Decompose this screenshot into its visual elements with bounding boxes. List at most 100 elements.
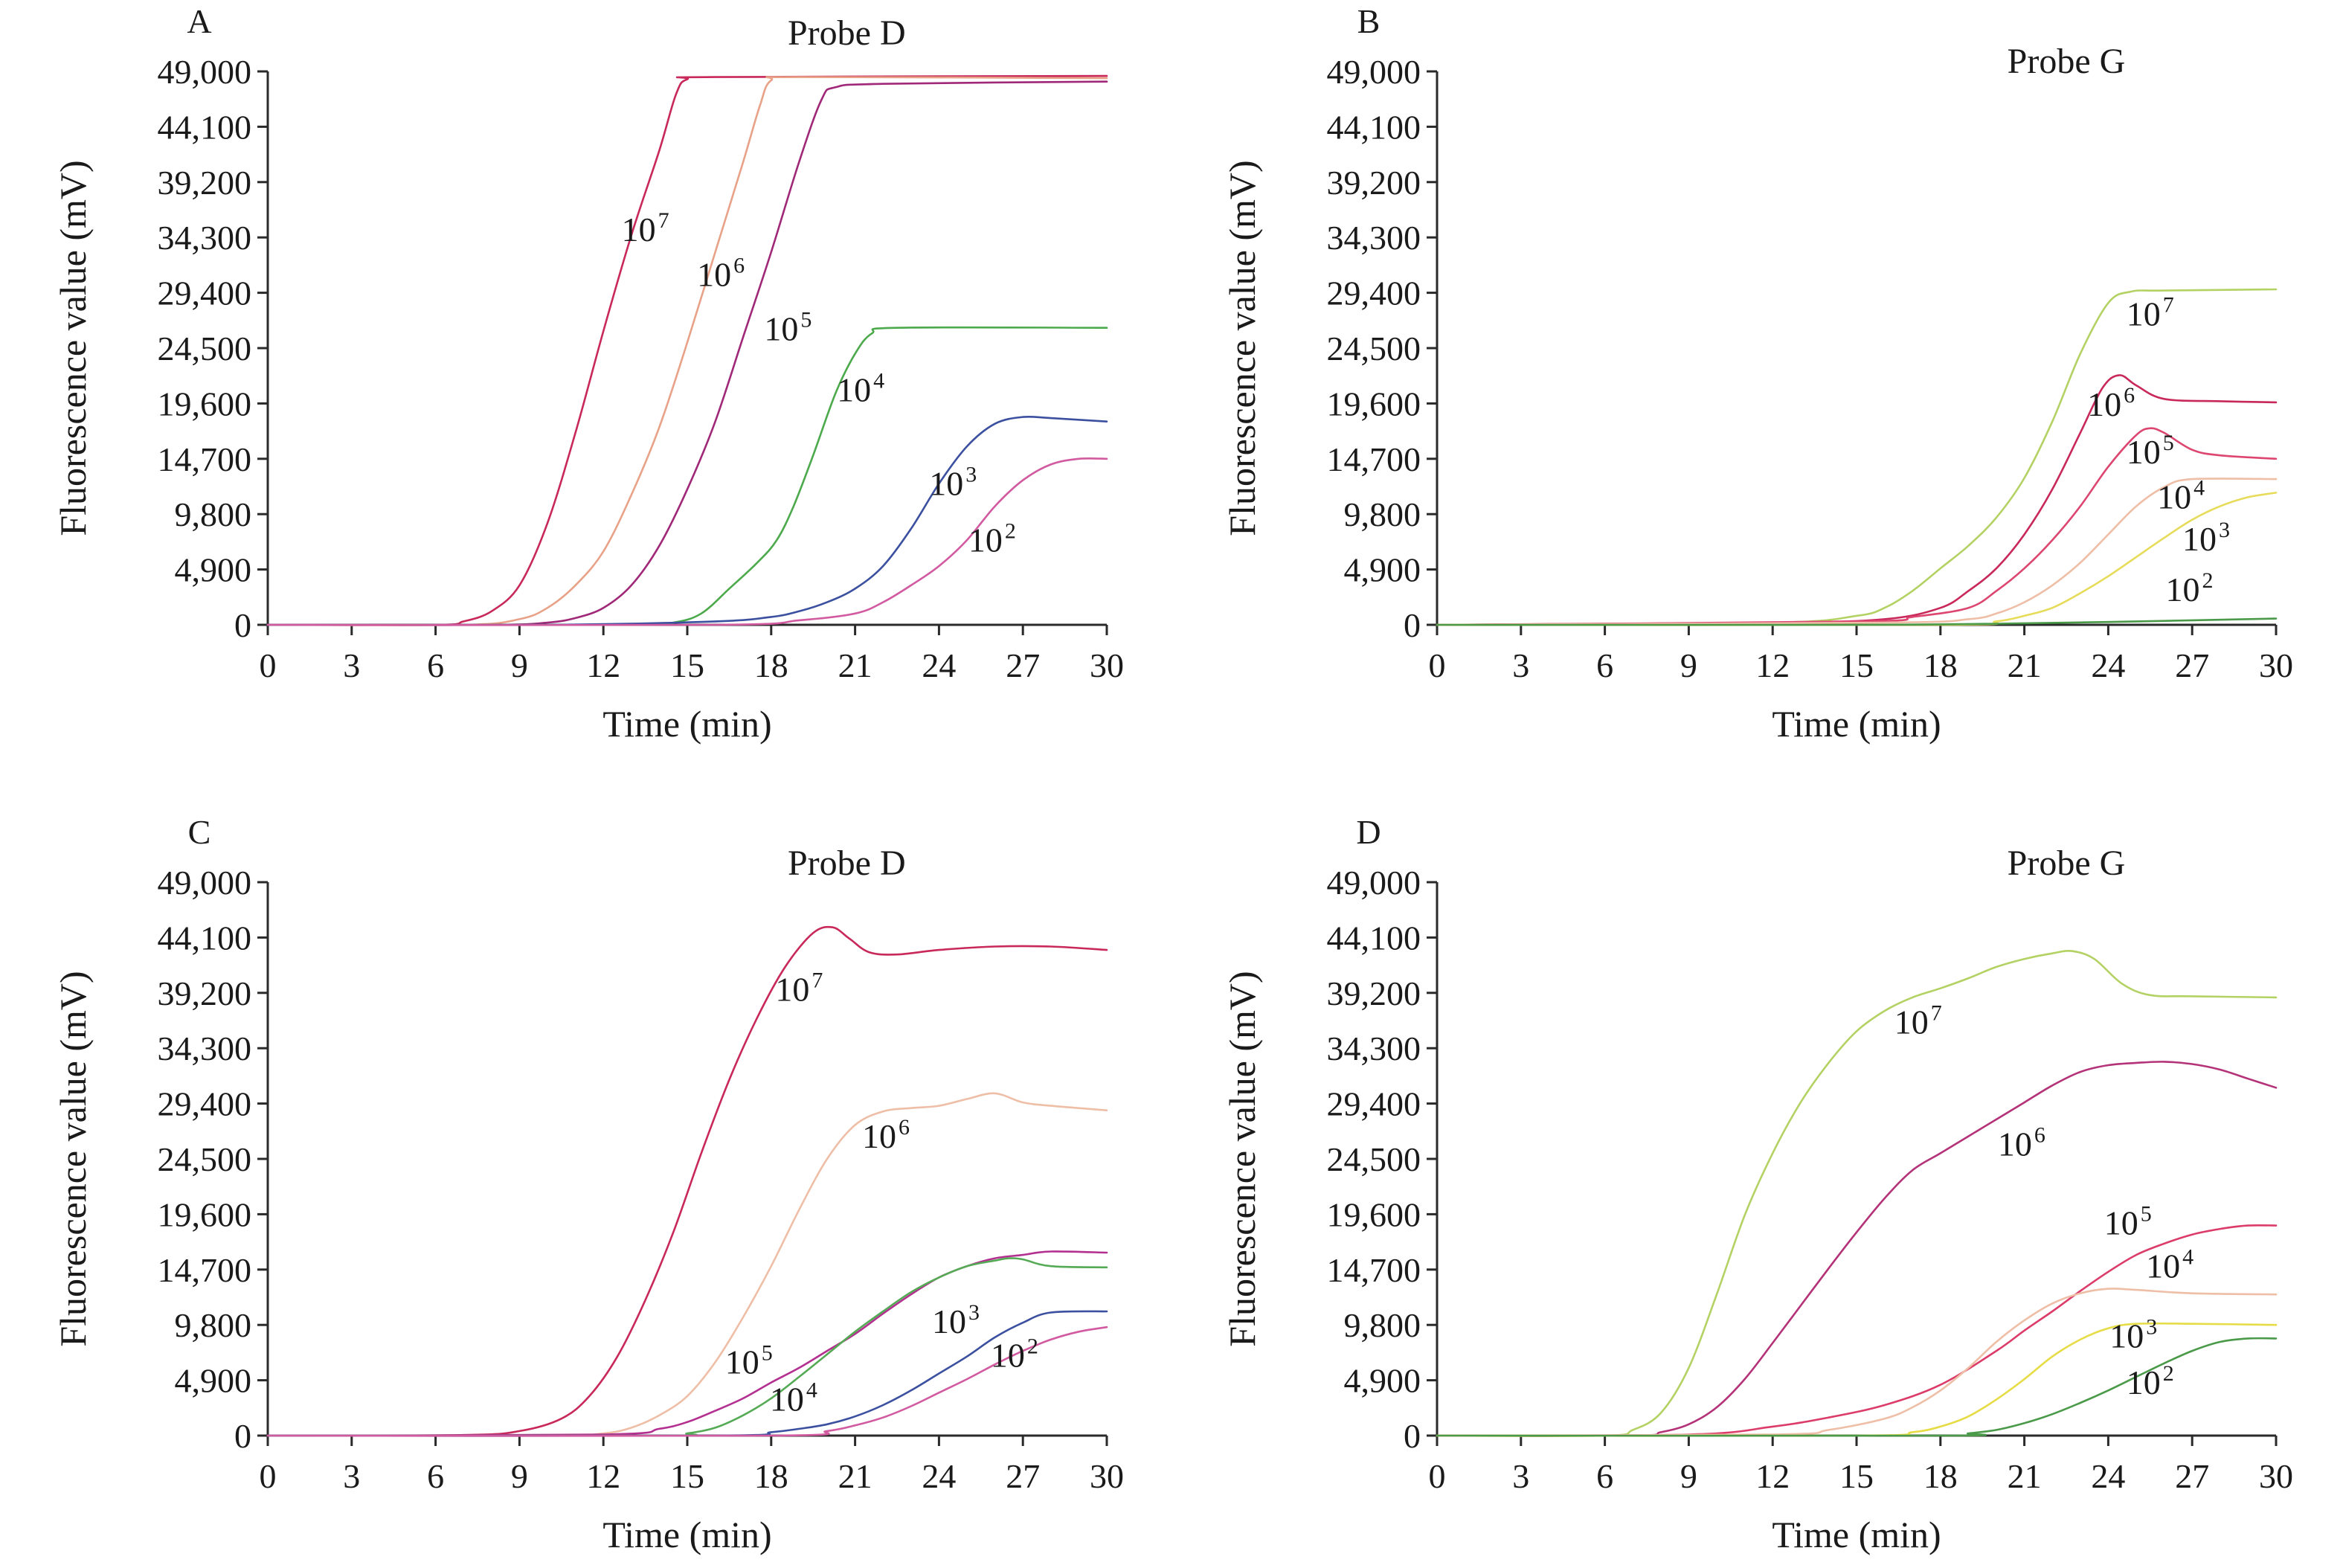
y-tick-label: 29,400 bbox=[1327, 1085, 1421, 1123]
y-tick-label: 19,600 bbox=[158, 1195, 252, 1233]
series-label: 10 2 bbox=[968, 518, 1016, 559]
y-tick-label: 19,600 bbox=[1327, 385, 1421, 422]
panel-title: Probe D bbox=[788, 844, 906, 883]
series-line-10e6 bbox=[266, 76, 1108, 626]
y-tick-label: 29,400 bbox=[1327, 274, 1421, 312]
series-label: 10 3 bbox=[932, 1300, 980, 1340]
y-tick-label: 0 bbox=[1404, 1417, 1421, 1455]
y-tick-label: 4,900 bbox=[1344, 1362, 1421, 1400]
series-label: 10 2 bbox=[2127, 1361, 2174, 1401]
y-tick-label: 4,900 bbox=[1344, 551, 1421, 589]
y-tick-label: 0 bbox=[234, 606, 251, 644]
x-tick-label: 6 bbox=[1596, 1457, 1613, 1495]
y-tick-label: 24,500 bbox=[1327, 1140, 1421, 1178]
y-tick-label: 14,700 bbox=[1327, 440, 1421, 478]
series-label: 10 3 bbox=[929, 462, 977, 502]
y-tick-label: 39,200 bbox=[1327, 974, 1421, 1012]
series-line-10e3 bbox=[1436, 492, 2278, 626]
panel-b: B Probe G 0 4,900 9,800 14,700 19,600 24,500 29,… bbox=[1221, 2, 2293, 745]
series-label: 10 5 bbox=[725, 1340, 773, 1381]
series-line-10e4 bbox=[1436, 1288, 2278, 1437]
x-tick-label: 3 bbox=[343, 646, 360, 684]
series-line-10e2 bbox=[1436, 1337, 2278, 1437]
panel-d: D Probe G 0 4,900 9,800 14,700 19,600 24,500 29,… bbox=[1221, 813, 2293, 1555]
y-tick-label: 4,900 bbox=[175, 1362, 252, 1400]
y-axis-title: Fluorescence value (mV) bbox=[52, 160, 94, 536]
y-axis-title: Fluorescence value (mV) bbox=[1221, 160, 1263, 536]
y-tick-label: 24,500 bbox=[158, 1140, 252, 1178]
series-line-10e5 bbox=[266, 1250, 1108, 1437]
y-tick-label: 9,800 bbox=[175, 495, 252, 533]
y-tick-label: 0 bbox=[234, 1417, 251, 1455]
x-axis-title: Time (min) bbox=[602, 1514, 771, 1555]
series-label: 10 4 bbox=[2146, 1244, 2193, 1285]
series-label: 10 6 bbox=[697, 253, 745, 293]
x-tick-label: 30 bbox=[2259, 646, 2293, 684]
series-line-10e6 bbox=[1436, 1061, 2278, 1437]
series-line-10e7 bbox=[266, 74, 1108, 626]
x-tick-label: 0 bbox=[260, 646, 277, 684]
series-line-10e5 bbox=[1436, 1224, 2278, 1437]
series-label: 10 6 bbox=[2087, 383, 2135, 423]
series-label: 10 7 bbox=[2127, 293, 2174, 333]
y-axis-title: Fluorescence value (mV) bbox=[52, 971, 94, 1346]
y-tick-label: 39,200 bbox=[1327, 164, 1421, 202]
x-tick-label: 15 bbox=[1839, 646, 1874, 684]
y-tick-label: 19,600 bbox=[1327, 1195, 1421, 1233]
x-tick-label: 30 bbox=[2259, 1457, 2293, 1495]
series-line-10e4 bbox=[1436, 478, 2278, 626]
x-tick-label: 27 bbox=[2175, 1457, 2209, 1495]
y-tick-label: 9,800 bbox=[1344, 1306, 1421, 1344]
y-tick-label: 34,300 bbox=[158, 219, 252, 257]
x-tick-label: 12 bbox=[1755, 646, 1790, 684]
y-tick-label: 29,400 bbox=[158, 274, 252, 312]
x-tick-label: 18 bbox=[754, 646, 788, 684]
y-tick-label: 44,100 bbox=[1327, 919, 1421, 957]
x-tick-label: 3 bbox=[343, 1457, 360, 1495]
series-label: 10 7 bbox=[775, 968, 823, 1008]
y-tick-label: 4,900 bbox=[175, 551, 252, 589]
series-line-10e7 bbox=[1436, 950, 2278, 1437]
y-tick-label: 19,600 bbox=[158, 385, 252, 422]
x-tick-label: 0 bbox=[1429, 1457, 1446, 1495]
series-line-10e5 bbox=[1436, 427, 2278, 626]
x-tick-label: 0 bbox=[260, 1457, 277, 1495]
panel-title: Probe G bbox=[2008, 42, 2126, 81]
series-label: 10 4 bbox=[2157, 476, 2205, 516]
panel-letter: C bbox=[188, 813, 211, 851]
y-tick-label: 44,100 bbox=[158, 919, 252, 957]
y-tick-label: 34,300 bbox=[158, 1029, 252, 1067]
y-tick-label: 9,800 bbox=[175, 1306, 252, 1344]
x-tick-label: 12 bbox=[1755, 1457, 1790, 1495]
y-tick-label: 39,200 bbox=[158, 974, 252, 1012]
y-tick-label: 49,000 bbox=[158, 53, 252, 91]
x-axis-title: Time (min) bbox=[1772, 1514, 1941, 1555]
x-tick-label: 27 bbox=[1006, 646, 1040, 684]
y-tick-label: 39,200 bbox=[158, 164, 252, 202]
y-tick-label: 24,500 bbox=[1327, 330, 1421, 367]
y-tick-label: 49,000 bbox=[158, 864, 252, 902]
y-tick-label: 14,700 bbox=[158, 440, 252, 478]
y-tick-label: 49,000 bbox=[1327, 864, 1421, 902]
x-tick-label: 9 bbox=[511, 1457, 528, 1495]
x-tick-label: 18 bbox=[1923, 1457, 1958, 1495]
series-label: 10 6 bbox=[862, 1115, 910, 1155]
series-line-10e4 bbox=[266, 326, 1108, 626]
panel-title: Probe D bbox=[788, 13, 906, 53]
series-label: 10 3 bbox=[2182, 518, 2230, 558]
y-tick-label: 14,700 bbox=[158, 1251, 252, 1289]
y-tick-label: 9,800 bbox=[1344, 495, 1421, 533]
panel-title: Probe G bbox=[2008, 844, 2126, 883]
x-tick-label: 24 bbox=[2091, 646, 2125, 684]
panel-a: A Probe D 0 4,900 9,800 14,700 19,600 24,500 29,… bbox=[52, 2, 1124, 745]
panel-letter: D bbox=[1356, 813, 1381, 851]
y-tick-label: 34,300 bbox=[1327, 1029, 1421, 1067]
series-line-10e6 bbox=[1436, 374, 2278, 626]
x-tick-label: 0 bbox=[1429, 646, 1446, 684]
panel-letter: B bbox=[1357, 2, 1381, 40]
series-line-10e3 bbox=[266, 1310, 1108, 1437]
x-tick-label: 21 bbox=[838, 646, 872, 684]
y-tick-label: 34,300 bbox=[1327, 219, 1421, 257]
x-tick-label: 9 bbox=[511, 646, 528, 684]
series-line-10e2 bbox=[266, 457, 1108, 626]
